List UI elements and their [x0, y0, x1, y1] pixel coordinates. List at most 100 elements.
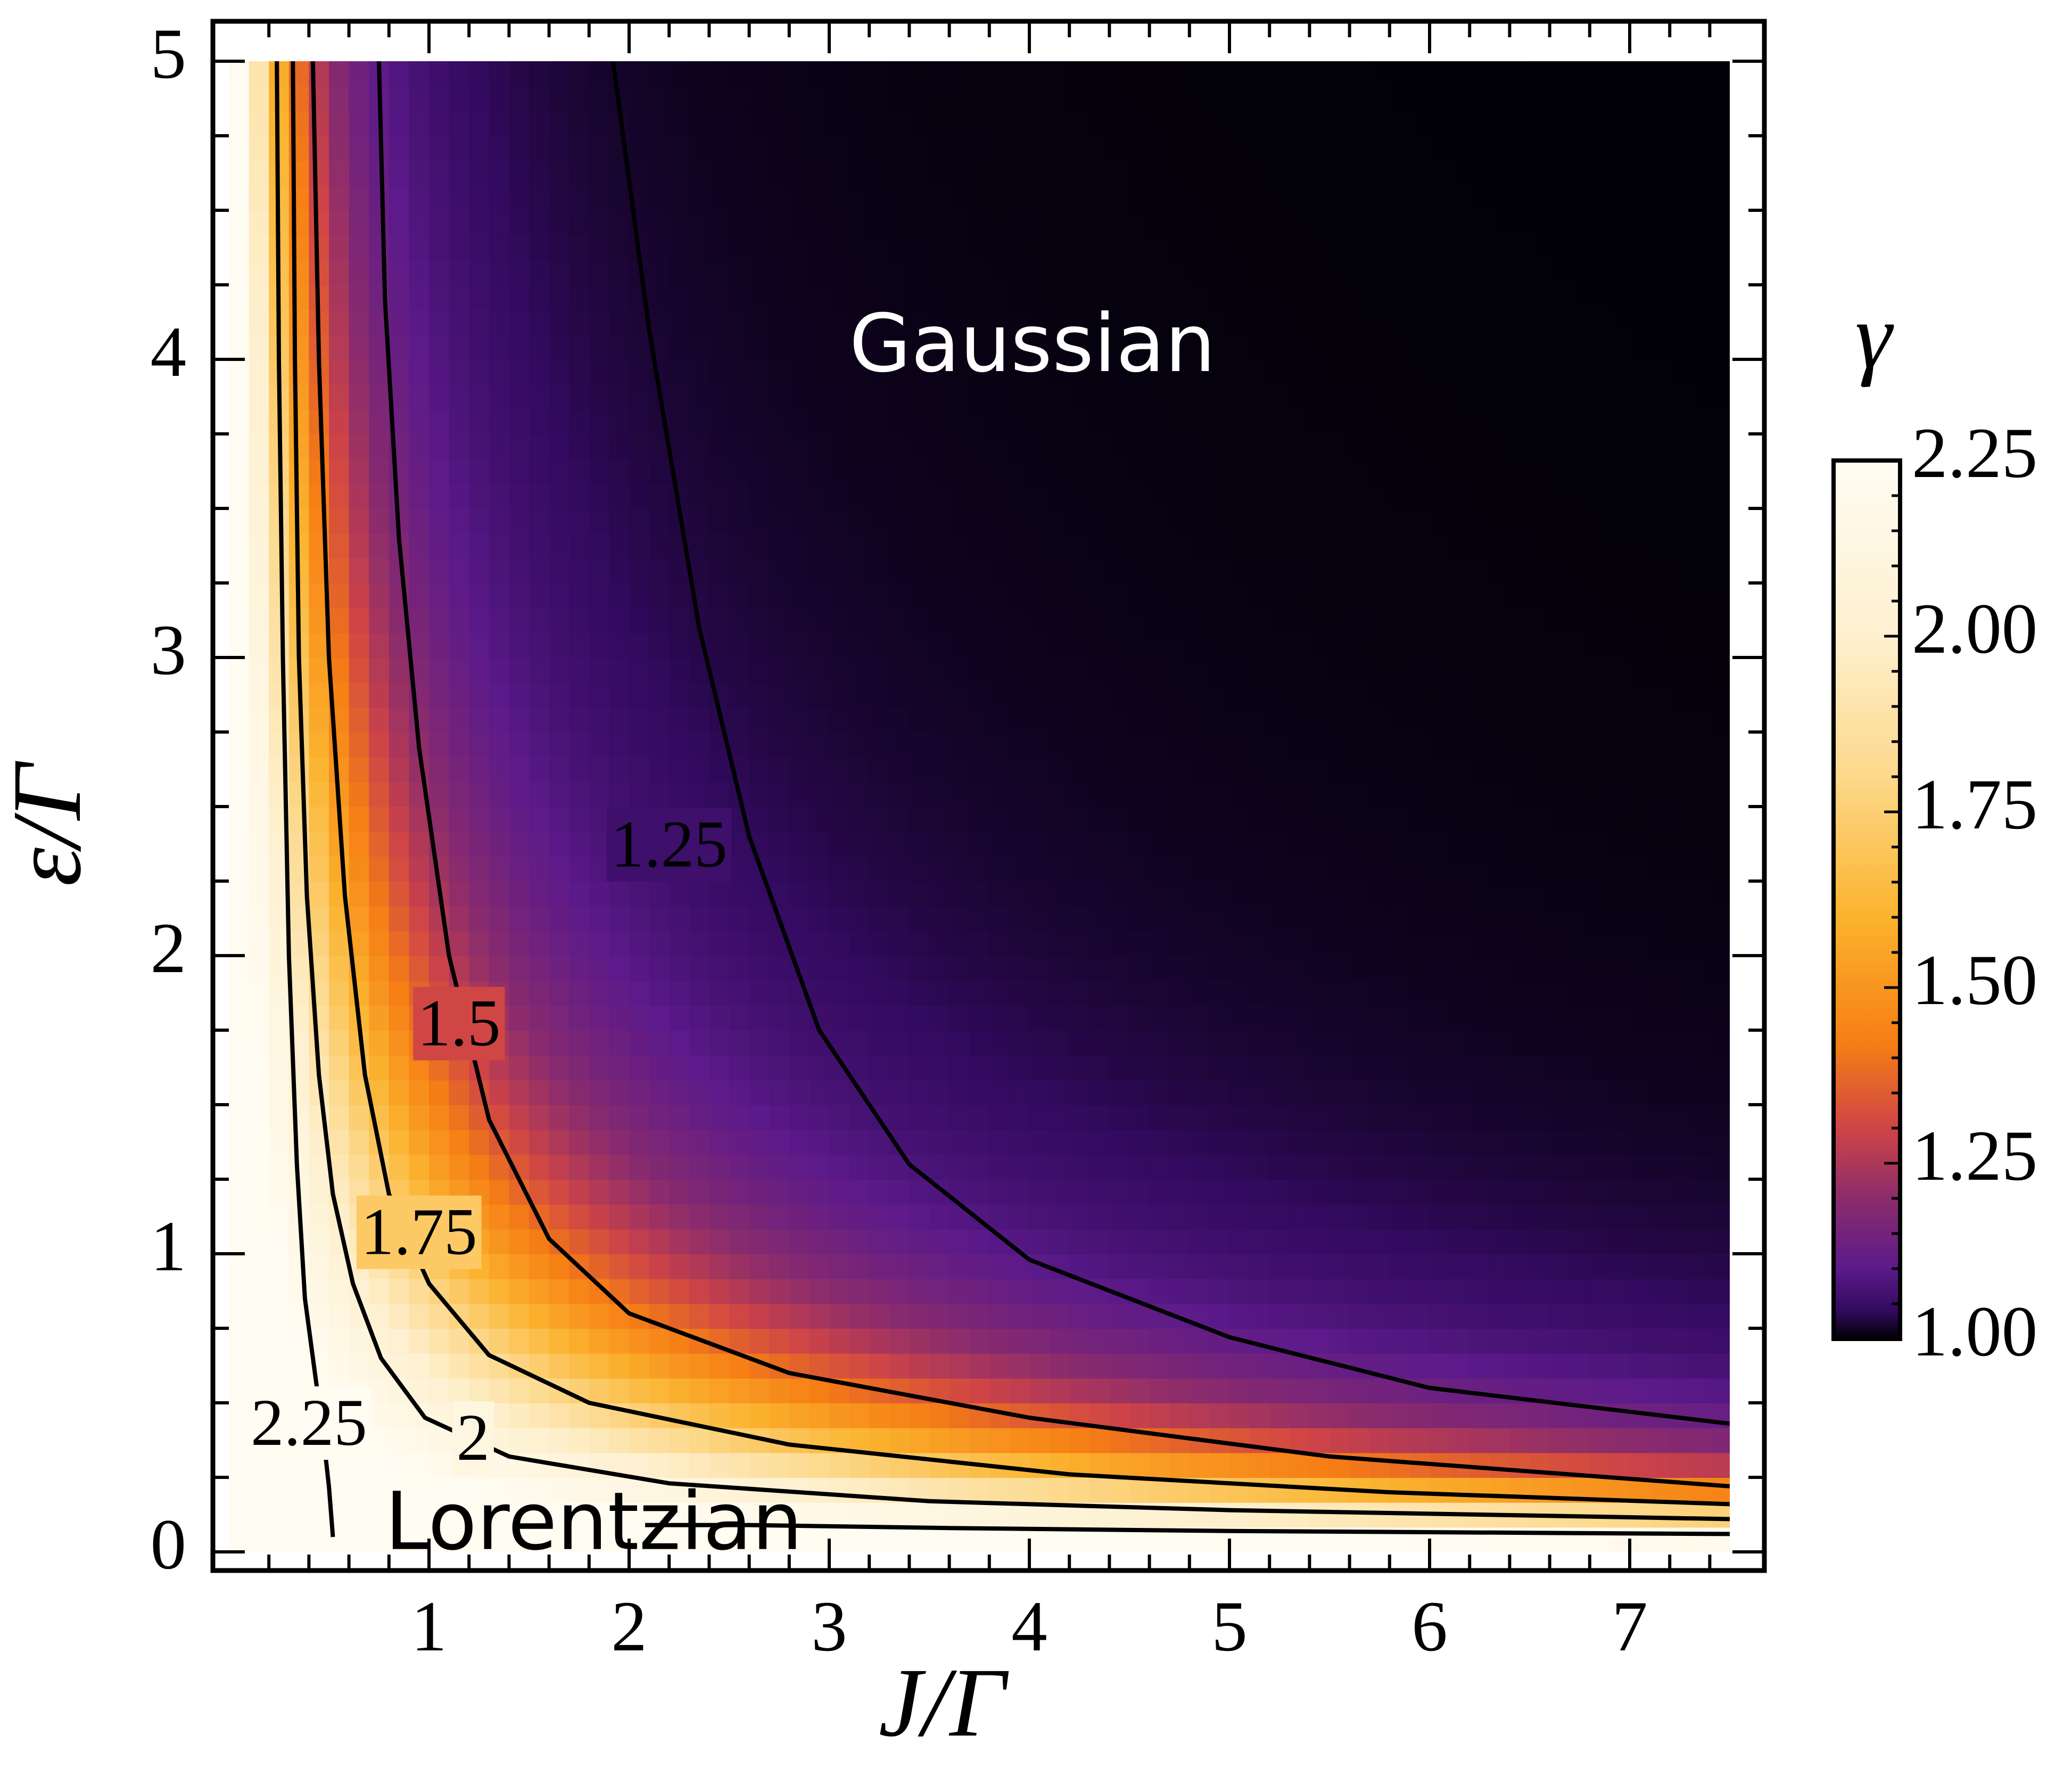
heatmap-cell: [1509, 1403, 1530, 1428]
heatmap-cell: [1229, 1254, 1250, 1279]
heatmap-cell: [1470, 384, 1490, 410]
heatmap-cell: [449, 906, 470, 932]
heatmap-cell: [1670, 732, 1690, 758]
heatmap-cell: [1449, 1403, 1471, 1428]
heatmap-cell: [929, 956, 950, 981]
heatmap-cell: [1430, 334, 1450, 360]
heatmap-cell: [969, 831, 990, 857]
heatmap-cell: [1289, 533, 1310, 559]
heatmap-cell: [389, 86, 410, 112]
heatmap-cell: [1369, 632, 1390, 658]
heatmap-cell: [1049, 359, 1070, 385]
heatmap-cell: [829, 1527, 850, 1552]
heatmap-cell: [1169, 1204, 1190, 1230]
heatmap-cell: [1509, 458, 1530, 484]
heatmap-cell: [1330, 136, 1350, 161]
heatmap-cell: [1269, 682, 1290, 708]
heatmap-cell: [1449, 384, 1471, 410]
x-tick-label: 2: [611, 1587, 647, 1666]
heatmap-cell: [1109, 657, 1130, 683]
heatmap-cell: [1430, 831, 1450, 857]
heatmap-cell: [1330, 980, 1350, 1006]
heatmap-cell: [1509, 1427, 1530, 1453]
heatmap-cell: [1349, 285, 1371, 310]
heatmap-cell: [549, 1328, 570, 1354]
heatmap-cell: [389, 980, 410, 1006]
heatmap-cell: [669, 1030, 690, 1056]
heatmap-cell: [649, 483, 670, 509]
heatmap-cell: [1369, 881, 1390, 907]
heatmap-cell: [1649, 136, 1671, 161]
heatmap-cell: [1149, 583, 1170, 609]
heatmap-cell: [1129, 483, 1150, 509]
heatmap-cell: [1029, 1105, 1050, 1130]
heatmap-cell: [789, 682, 810, 708]
heatmap-cell: [969, 260, 990, 285]
heatmap-cell: [1229, 657, 1250, 683]
heatmap-cell: [1389, 309, 1410, 335]
heatmap-cell: [769, 309, 790, 335]
heatmap-cell: [1549, 856, 1571, 882]
heatmap-cell: [549, 1105, 570, 1130]
heatmap-cell: [1430, 508, 1450, 534]
heatmap-cell: [1029, 1477, 1050, 1503]
heatmap-cell: [1289, 1502, 1310, 1528]
heatmap-cell: [1530, 136, 1550, 161]
heatmap-cell: [489, 260, 510, 285]
heatmap-cell: [509, 483, 530, 509]
heatmap-cell: [749, 1179, 770, 1205]
heatmap-cell: [1009, 409, 1030, 434]
heatmap-cell: [1109, 1303, 1130, 1329]
heatmap-cell: [1209, 632, 1230, 658]
heatmap-cell: [1289, 384, 1310, 410]
heatmap-cell: [849, 483, 870, 509]
heatmap-cell: [249, 732, 270, 758]
heatmap-cell: [869, 1005, 890, 1031]
heatmap-cell: [1670, 111, 1690, 136]
heatmap-cell: [1670, 334, 1690, 360]
heatmap-cell: [1349, 1154, 1371, 1180]
heatmap-cell: [1649, 334, 1671, 360]
heatmap-cell: [1129, 61, 1150, 87]
heatmap-cell: [1530, 285, 1550, 310]
heatmap-cell: [249, 533, 270, 559]
heatmap-cell: [529, 782, 550, 807]
heatmap-cell: [1029, 309, 1050, 335]
heatmap-cell: [1530, 732, 1550, 758]
heatmap-cell: [509, 235, 530, 261]
heatmap-cell: [389, 1477, 410, 1503]
heatmap-cell: [1389, 1179, 1410, 1205]
heatmap-cell: [649, 558, 670, 583]
heatmap-cell: [1430, 458, 1450, 484]
heatmap-cell: [989, 1005, 1010, 1031]
heatmap-cell: [849, 384, 870, 410]
heatmap-cell: [949, 632, 970, 658]
heatmap-cell: [1369, 285, 1390, 310]
heatmap-cell: [669, 1154, 690, 1180]
heatmap-cell: [1209, 260, 1230, 285]
heatmap-cell: [969, 682, 990, 708]
heatmap-cell: [1449, 1030, 1471, 1056]
heatmap-cell: [869, 111, 890, 136]
heatmap-cell: [288, 1254, 310, 1279]
heatmap-cell: [949, 1328, 970, 1354]
heatmap-cell: [1430, 1129, 1450, 1155]
heatmap-cell: [989, 111, 1010, 136]
heatmap-cell: [1109, 1229, 1130, 1254]
heatmap-cell: [249, 583, 270, 609]
heatmap-cell: [1029, 583, 1050, 609]
heatmap-cell: [889, 757, 910, 783]
heatmap-cell: [1630, 185, 1650, 211]
heatmap-cell: [229, 285, 250, 310]
heatmap-cell: [749, 1229, 770, 1254]
heatmap-cell: [1689, 309, 1711, 335]
colorbar-label: γ: [1855, 284, 1894, 388]
heatmap-cell: [1430, 558, 1450, 583]
heatmap-cell: [1449, 856, 1471, 882]
heatmap-cell: [449, 583, 470, 609]
heatmap-cell: [549, 1527, 570, 1552]
heatmap-cell: [1249, 1129, 1270, 1155]
heatmap-cell: [689, 260, 710, 285]
heatmap-cell: [1369, 160, 1390, 186]
heatmap-cell: [489, 483, 510, 509]
